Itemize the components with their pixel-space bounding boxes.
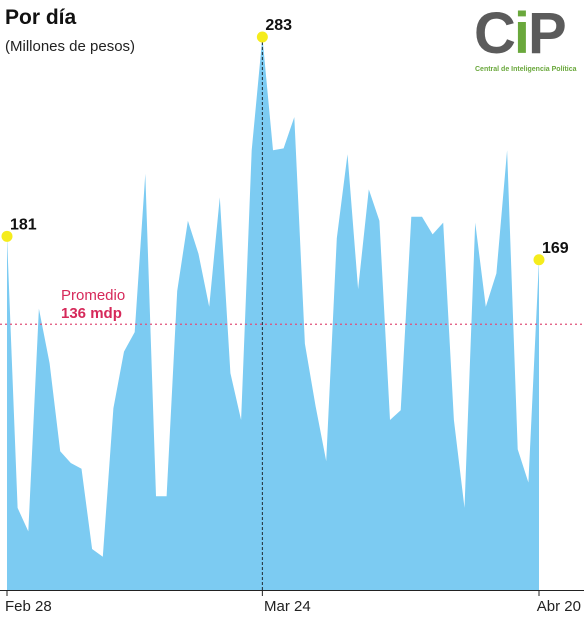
x-tick-label: Mar 24 — [264, 598, 311, 615]
highlight-point — [533, 254, 545, 266]
highlight-point — [1, 230, 13, 242]
highlight-point — [256, 31, 268, 43]
x-tick-label: Abr 20 — [537, 598, 581, 615]
data-label: 283 — [265, 17, 292, 34]
chart-title: Por día — [5, 6, 77, 29]
data-label: 169 — [542, 240, 569, 257]
average-label: Promedio 136 mdp — [61, 287, 125, 323]
area-series — [7, 37, 539, 590]
logo-wordmark: CiP — [474, 1, 567, 66]
chart-subtitle: (Millones de pesos) — [5, 38, 136, 55]
average-label-text: Promedio — [61, 287, 126, 304]
x-tick-label: Feb 28 — [5, 598, 52, 615]
data-label: 181 — [10, 216, 37, 233]
average-value-text: 136 mdp — [61, 305, 122, 322]
logo-tagline: Central de Inteligencia Política — [475, 66, 577, 73]
cip-logo: CiP Central de Inteligencia Política — [474, 1, 582, 76]
